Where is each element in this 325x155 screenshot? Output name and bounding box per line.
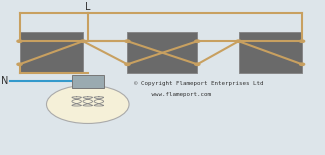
Text: N: N (1, 76, 8, 86)
Circle shape (125, 63, 130, 65)
Text: www.flameport.com: www.flameport.com (134, 93, 211, 97)
Circle shape (46, 85, 129, 124)
Circle shape (195, 63, 200, 65)
Circle shape (81, 40, 85, 42)
Bar (72, 75, 104, 88)
Bar (239, 32, 302, 73)
Circle shape (300, 40, 305, 42)
Circle shape (125, 40, 130, 42)
Circle shape (17, 63, 22, 65)
Bar (20, 32, 83, 73)
Circle shape (300, 63, 305, 65)
Text: © Copyright Flameport Enterprises Ltd: © Copyright Flameport Enterprises Ltd (134, 81, 263, 86)
Circle shape (236, 40, 241, 42)
Text: L: L (85, 2, 91, 11)
Circle shape (17, 40, 22, 42)
Circle shape (195, 40, 200, 42)
Bar (127, 32, 197, 73)
